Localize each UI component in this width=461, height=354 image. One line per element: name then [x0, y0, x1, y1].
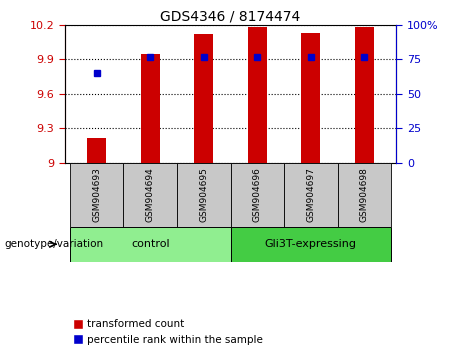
Bar	[355, 27, 374, 163]
Legend: transformed count, percentile rank within the sample: transformed count, percentile rank withi…	[70, 315, 267, 349]
Bar	[195, 34, 213, 163]
Title: GDS4346 / 8174474: GDS4346 / 8174474	[160, 10, 301, 24]
Text: GSM904693: GSM904693	[92, 167, 101, 222]
Bar	[124, 163, 177, 227]
Text: GSM904697: GSM904697	[306, 167, 315, 222]
Text: GSM904695: GSM904695	[199, 167, 208, 222]
Bar	[301, 33, 320, 163]
Text: genotype/variation: genotype/variation	[5, 239, 104, 249]
Text: GSM904694: GSM904694	[146, 167, 155, 222]
Bar	[70, 163, 124, 227]
Bar	[87, 137, 106, 163]
Bar	[230, 163, 284, 227]
Text: control: control	[131, 239, 170, 249]
Bar	[337, 163, 391, 227]
Bar	[141, 53, 160, 163]
Text: GSM904698: GSM904698	[360, 167, 369, 222]
Bar	[248, 27, 266, 163]
Bar	[284, 163, 337, 227]
Bar	[177, 163, 230, 227]
Bar	[230, 227, 391, 262]
Text: Gli3T-expressing: Gli3T-expressing	[265, 239, 357, 249]
Text: GSM904696: GSM904696	[253, 167, 262, 222]
Bar	[70, 227, 230, 262]
